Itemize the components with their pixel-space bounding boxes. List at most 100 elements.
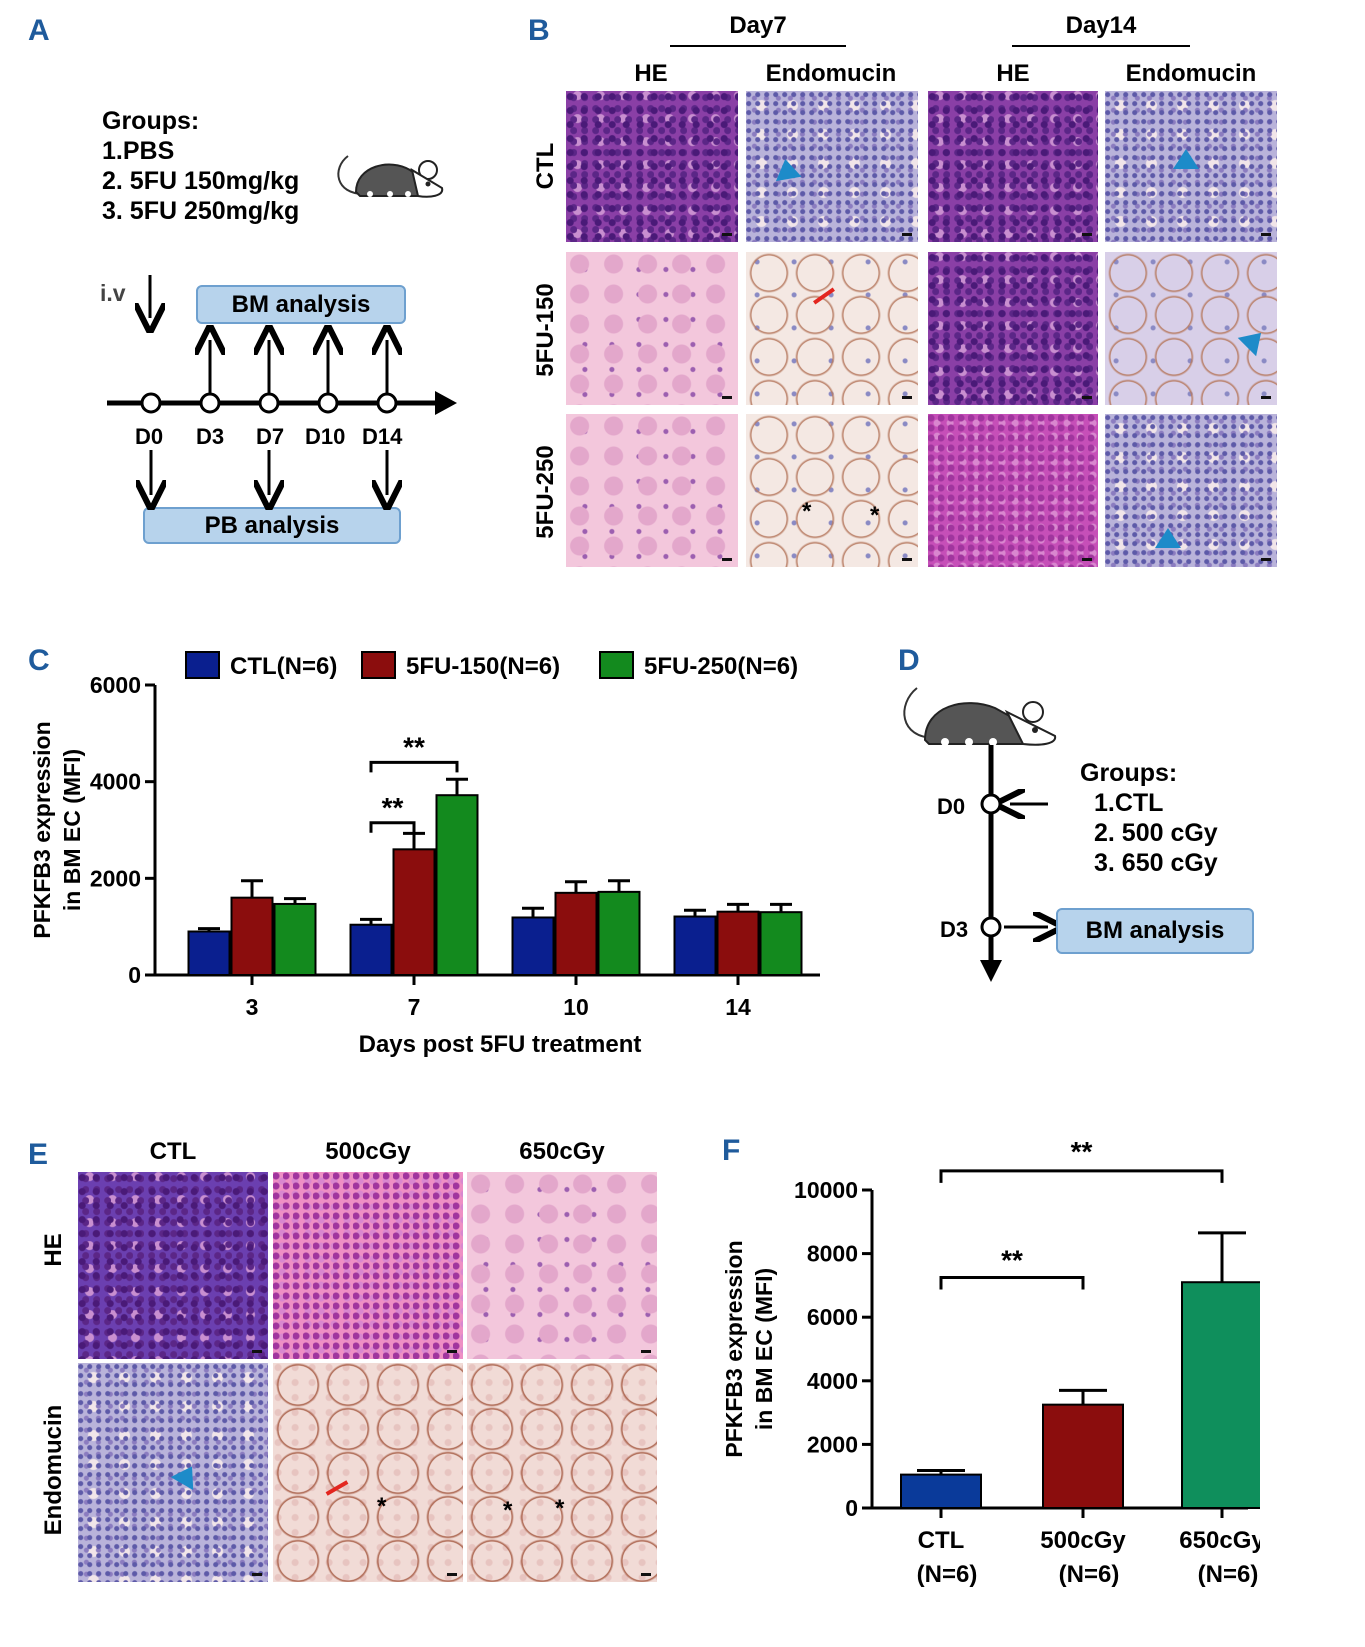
panel-label-a: A xyxy=(28,14,50,47)
mouse-icon xyxy=(337,155,444,198)
time-header-day7: Day7 xyxy=(729,12,787,39)
red-arrow-marker xyxy=(325,1480,349,1496)
legend-swatch xyxy=(599,651,634,679)
header-rule xyxy=(1012,45,1190,47)
asterisk-marker: * xyxy=(377,1493,387,1520)
mouse-icon xyxy=(903,687,1057,746)
red-arrow-marker xyxy=(813,287,835,305)
row-label-he: HE xyxy=(40,1233,67,1267)
micrograph-5fu250-day7-he xyxy=(566,414,738,567)
micrograph-5fu250-day7-endomucin: * * xyxy=(746,414,918,567)
timeline-diagram-d xyxy=(980,745,1080,982)
bm-analysis-box-d: BM analysis xyxy=(1056,908,1254,954)
x-tick-sublabel: (N=6) xyxy=(1059,1561,1120,1588)
day-label: D14 xyxy=(362,424,403,449)
legend-label: CTL(N=6) xyxy=(230,653,337,680)
groups-list: Groups: 1.PBS 2. 5FU 150mg/kg 3. 5FU 250… xyxy=(102,106,299,226)
micrograph-ctl-day14-endomucin xyxy=(1105,91,1277,242)
groups-title: Groups: xyxy=(1080,759,1178,787)
x-tick-label: 7 xyxy=(408,994,421,1020)
micrograph-5fu150-day14-endomucin xyxy=(1105,252,1277,405)
x-tick-label: 10 xyxy=(563,994,589,1020)
stain-header: HE xyxy=(634,60,668,87)
group-item: 1.CTL xyxy=(1094,789,1164,817)
bar xyxy=(511,916,555,977)
day-label: D10 xyxy=(305,424,346,449)
x-axis-title: Days post 5FU treatment xyxy=(359,1031,642,1058)
day-label: D3 xyxy=(940,917,969,942)
significance-bracket xyxy=(939,1169,1224,1183)
bar xyxy=(187,930,231,976)
panel-label-b: B xyxy=(528,14,550,47)
day-label: D0 xyxy=(135,424,164,449)
col-header: 500cGy xyxy=(325,1138,411,1165)
bar xyxy=(759,911,803,976)
panel-label-d: D xyxy=(898,644,920,677)
x-tick-label: 650cGy xyxy=(1179,1527,1260,1554)
group-item: 2. 5FU 150mg/kg xyxy=(102,167,300,195)
panel-label-e: E xyxy=(28,1138,49,1171)
bar xyxy=(1042,1403,1124,1509)
bar xyxy=(716,910,760,976)
bar xyxy=(435,794,479,976)
y-tick-label: 2000 xyxy=(807,1431,858,1457)
micrograph-5fu250-day14-he xyxy=(928,414,1098,567)
panel-label-f: F xyxy=(722,1134,741,1167)
significance-label: ** xyxy=(1071,1136,1093,1167)
micrograph-ctl-day7-he xyxy=(566,91,738,242)
bar xyxy=(597,890,641,976)
bar xyxy=(1181,1281,1260,1509)
bar xyxy=(349,923,393,977)
y-axis-title-line: in BM EC (MFI) xyxy=(59,749,85,911)
stain-header: Endomucin xyxy=(1125,60,1257,87)
y-tick-label: 10000 xyxy=(794,1177,858,1203)
micrograph-ctl-day14-he xyxy=(928,91,1098,242)
arrowhead-marker xyxy=(170,1459,204,1491)
significance-bracket xyxy=(369,821,416,833)
micrograph-500cgy-endomucin: * xyxy=(273,1363,463,1582)
arrowhead-marker xyxy=(1173,149,1199,169)
x-tick-label: CTL xyxy=(918,1527,965,1554)
y-tick-label: 0 xyxy=(845,1495,858,1521)
micrograph-650cgy-endomucin: * * xyxy=(467,1363,657,1582)
arrowhead-marker xyxy=(1237,323,1271,357)
day-label: D3 xyxy=(196,424,225,449)
y-tick-label: 0 xyxy=(128,962,141,988)
significance-label: ** xyxy=(382,792,404,823)
asterisk-marker: * xyxy=(870,502,880,529)
row-label-ctl: CTL xyxy=(532,142,559,190)
legend-swatch xyxy=(361,651,396,679)
legend-swatch xyxy=(185,651,220,679)
stain-header: Endomucin xyxy=(765,60,897,87)
groups-list-d: Groups: 1.CTL 2. 500 cGy 3. 650 cGy xyxy=(1080,758,1218,878)
bar xyxy=(900,1473,982,1509)
arrowhead-marker xyxy=(1155,528,1181,548)
significance-label: ** xyxy=(403,731,425,762)
pb-analysis-box: PB analysis xyxy=(143,507,401,544)
timeline-diagram xyxy=(107,275,457,510)
significance-bracket xyxy=(369,760,459,773)
col-header: CTL xyxy=(149,1138,197,1165)
micrograph-ctl-endomucin xyxy=(78,1363,268,1582)
timeline-day-labels: D0 D3 D7 D10 D14 xyxy=(135,424,495,454)
day-label: D0 xyxy=(937,794,966,819)
y-tick-label: 4000 xyxy=(90,769,141,795)
micrograph-ctl-he xyxy=(78,1172,268,1359)
x-tick-label: 3 xyxy=(246,994,259,1020)
header-rule xyxy=(670,45,846,47)
group-item: 2. 500 cGy xyxy=(1094,819,1218,847)
group-item: 3. 650 cGy xyxy=(1094,849,1218,877)
arrowhead-marker xyxy=(772,156,802,182)
row-label-5fu250: 5FU-250 xyxy=(532,445,559,539)
y-tick-label: 8000 xyxy=(807,1241,858,1267)
y-tick-label: 6000 xyxy=(807,1304,858,1330)
y-tick-label: 4000 xyxy=(807,1368,858,1394)
group-item: 3. 5FU 250mg/kg xyxy=(102,197,300,225)
x-tick-sublabel: (N=6) xyxy=(917,1561,978,1588)
legend-label: 5FU-150(N=6) xyxy=(406,653,560,680)
bar xyxy=(392,848,436,976)
x-tick-label: 500cGy xyxy=(1040,1527,1126,1554)
y-axis-title-line: PFKFB3 expression xyxy=(29,721,55,938)
chart-f: 0 2000 4000 6000 8000 10000 PFKFB3 expression i… xyxy=(721,1136,1260,1588)
